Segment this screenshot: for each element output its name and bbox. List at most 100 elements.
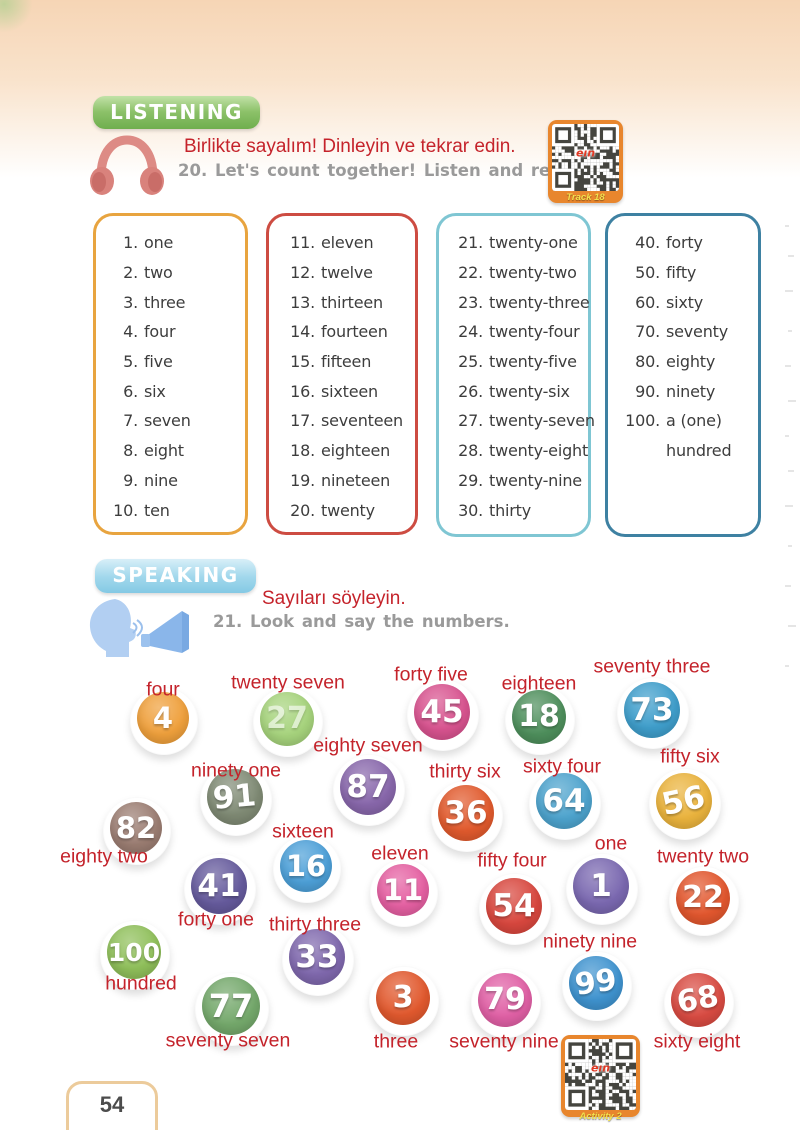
number-list-row: 60. sixty <box>620 287 758 317</box>
ball-face: 99 <box>569 956 623 1010</box>
qr-pattern <box>552 124 619 191</box>
list-word: ninety <box>666 381 716 401</box>
list-word: two <box>144 263 173 283</box>
ball-face: 64 <box>536 773 592 829</box>
list-number: 13. <box>290 292 315 312</box>
list-word: sixteen <box>321 381 378 401</box>
number-list-row: 70. seventy <box>620 317 758 347</box>
speaking-instruction-english: 21. Look and say the numbers. <box>213 612 510 631</box>
list-number: 18. <box>290 441 315 461</box>
ball-label: sixty eight <box>653 1030 741 1053</box>
list-number: 20. <box>290 500 315 520</box>
page-bleed-mark <box>785 225 789 227</box>
ball-label: eleven <box>371 842 429 865</box>
ball-face: 54 <box>486 878 542 934</box>
qr-pattern <box>565 1039 636 1110</box>
number-list-row: 10. ten <box>108 495 245 525</box>
ball-number: 56 <box>659 778 709 823</box>
number-list-row: 26. twenty-six <box>451 376 588 406</box>
ball-label: twenty two <box>656 845 750 868</box>
ball-label: forty five <box>394 663 468 686</box>
list-number: 9. <box>123 470 138 490</box>
list-word: hundred <box>666 441 732 461</box>
ball-label: seventy seven <box>165 1029 291 1052</box>
ball-face: 45 <box>414 684 470 740</box>
ball-label: ninety one <box>191 759 281 782</box>
numbers-box-1-10: 1. one 2. two 3. three 4. four 5. five 6. six 7. seve… <box>93 213 248 535</box>
list-word: twenty-eight <box>489 441 589 461</box>
number-list-row: 50. fifty <box>620 258 758 288</box>
listening-instruction-english: 20. Let's count together! Listen and rep… <box>178 161 599 180</box>
list-number: 100. <box>625 411 660 431</box>
number-list-row: 23. twenty-three <box>451 287 590 317</box>
number-list-row: 21. twenty-one <box>451 228 588 258</box>
list-number: 26. <box>458 381 483 401</box>
ball-face: 87 <box>340 759 396 815</box>
ball-face: 68 <box>671 973 725 1027</box>
ball-number: 41 <box>197 867 241 904</box>
ball-number: 68 <box>674 978 722 1021</box>
page-bleed-mark <box>785 505 793 507</box>
ball-number: 77 <box>208 987 254 1025</box>
list-word: twenty-three <box>489 292 590 312</box>
ball-number: 91 <box>211 776 259 817</box>
speaking-qr-code: eın Activity 2 <box>561 1035 640 1122</box>
number-list-row: 25. twenty-five <box>451 347 588 377</box>
ball-label: sixteen <box>272 820 334 843</box>
list-number: 24. <box>458 322 483 342</box>
ball-label: eighty two <box>60 845 148 868</box>
speaking-badge: SPEAKING <box>95 559 256 593</box>
list-word: sixty <box>666 292 703 312</box>
number-list-row: 80. eighty <box>620 347 758 377</box>
list-word: twenty-six <box>489 381 570 401</box>
ball-label: seventy three <box>593 655 711 678</box>
list-word: three <box>144 292 186 312</box>
list-word: twenty-seven <box>489 411 595 431</box>
list-number: 17. <box>290 411 315 431</box>
number-list-row: 30. thirty <box>451 495 588 525</box>
ball-label: hundred <box>105 972 177 995</box>
ball-number: 73 <box>630 691 674 728</box>
list-word: twenty-nine <box>489 470 582 490</box>
number-list-row: 22. twenty-two <box>451 258 588 288</box>
number-list-row: 20. twenty <box>281 495 415 525</box>
ball-label: fifty four <box>477 849 547 872</box>
numbers-box-40-100: 40. forty 50. fifty 60. sixty 70. seventy 80. eig… <box>605 213 761 537</box>
ball-number: 36 <box>444 794 488 831</box>
list-word: thirty <box>489 500 531 520</box>
number-list-row: 29. twenty-nine <box>451 466 588 496</box>
list-word: nineteen <box>321 470 391 490</box>
list-word: twenty-one <box>489 233 578 253</box>
number-list-row: 90. ninety <box>620 376 758 406</box>
qr-activity-label: Activity 2 <box>579 1111 622 1122</box>
ball-number: 64 <box>542 782 586 819</box>
ball-face: 56 <box>656 773 712 829</box>
list-number: 5. <box>123 352 138 372</box>
ball-face: 100 <box>107 925 161 979</box>
list-word: twenty-five <box>489 352 577 372</box>
number-list-row: 6. six <box>108 376 245 406</box>
listening-qr-code: eın Track 18 <box>548 120 623 203</box>
list-number: 90. <box>635 381 660 401</box>
qr-track-label: Track 18 <box>566 192 605 203</box>
list-word: seven <box>144 411 191 431</box>
number-list-row: 17. seventeen <box>281 406 415 436</box>
list-number: 30. <box>458 500 483 520</box>
list-word: one <box>144 233 174 253</box>
page-bleed-mark <box>785 365 791 367</box>
list-number: 3. <box>123 292 138 312</box>
ball-label: seventy nine <box>449 1030 559 1053</box>
numbers-box-21-30: 21. twenty-one 22. twenty-two 23. twenty-thre… <box>436 213 595 537</box>
page-bleed-mark <box>785 290 793 292</box>
list-number: 10. <box>113 500 138 520</box>
ball-number: 1 <box>590 867 612 904</box>
list-number: 16. <box>290 381 315 401</box>
number-list-row: 5. five <box>108 347 245 377</box>
list-word: seventy <box>666 322 728 342</box>
list-number: 25. <box>458 352 483 372</box>
ball-label: one <box>594 832 628 855</box>
ball-label: twenty seven <box>231 671 345 694</box>
qr-publisher-logo: eın <box>590 1061 611 1075</box>
ball-face: 73 <box>624 682 680 738</box>
